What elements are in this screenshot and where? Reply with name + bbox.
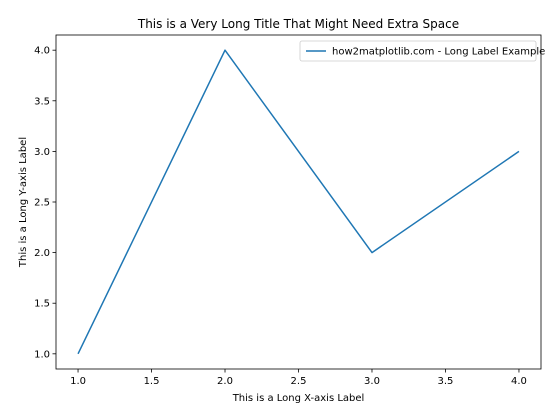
legend-box — [299, 40, 537, 62]
axes-frame — [55, 34, 542, 370]
chart-title: This is a Very Long Title That Might Nee… — [137, 17, 459, 31]
x-tick-label: 3.5 — [438, 376, 454, 387]
plot-area — [55, 34, 542, 370]
y-tick-label: 1.0 — [34, 349, 50, 360]
x-tick-label: 1.5 — [144, 376, 160, 387]
legend-label: how2matplotlib.com - Long Label Example — [332, 47, 545, 58]
x-axis-ticks: 1.0 1.5 2.0 2.5 3.0 3.5 4.0 — [70, 369, 527, 387]
y-tick-label: 1.5 — [34, 299, 50, 310]
y-tick-label: 3.5 — [34, 96, 50, 107]
y-tick-label: 4.0 — [34, 46, 50, 57]
x-tick-label: 2.5 — [291, 376, 307, 387]
x-tick-label: 4.0 — [511, 376, 527, 387]
y-axis-label: This is a Long Y-axis Label — [18, 137, 29, 268]
x-tick-label: 2.0 — [217, 376, 233, 387]
x-tick-label: 3.0 — [364, 376, 380, 387]
y-tick-label: 2.0 — [34, 248, 50, 259]
x-axis-label: This is a Long X-axis Label — [232, 393, 365, 404]
x-tick-label: 1.0 — [70, 376, 86, 387]
y-axis-ticks: 1.0 1.5 2.0 2.5 3.0 3.5 4.0 — [34, 46, 56, 360]
y-tick-label: 3.0 — [34, 147, 50, 158]
legend: how2matplotlib.com - Long Label Example — [299, 40, 545, 62]
series-layer — [77, 49, 520, 355]
y-tick-label: 2.5 — [34, 198, 50, 209]
series-line-0 — [77, 49, 520, 355]
